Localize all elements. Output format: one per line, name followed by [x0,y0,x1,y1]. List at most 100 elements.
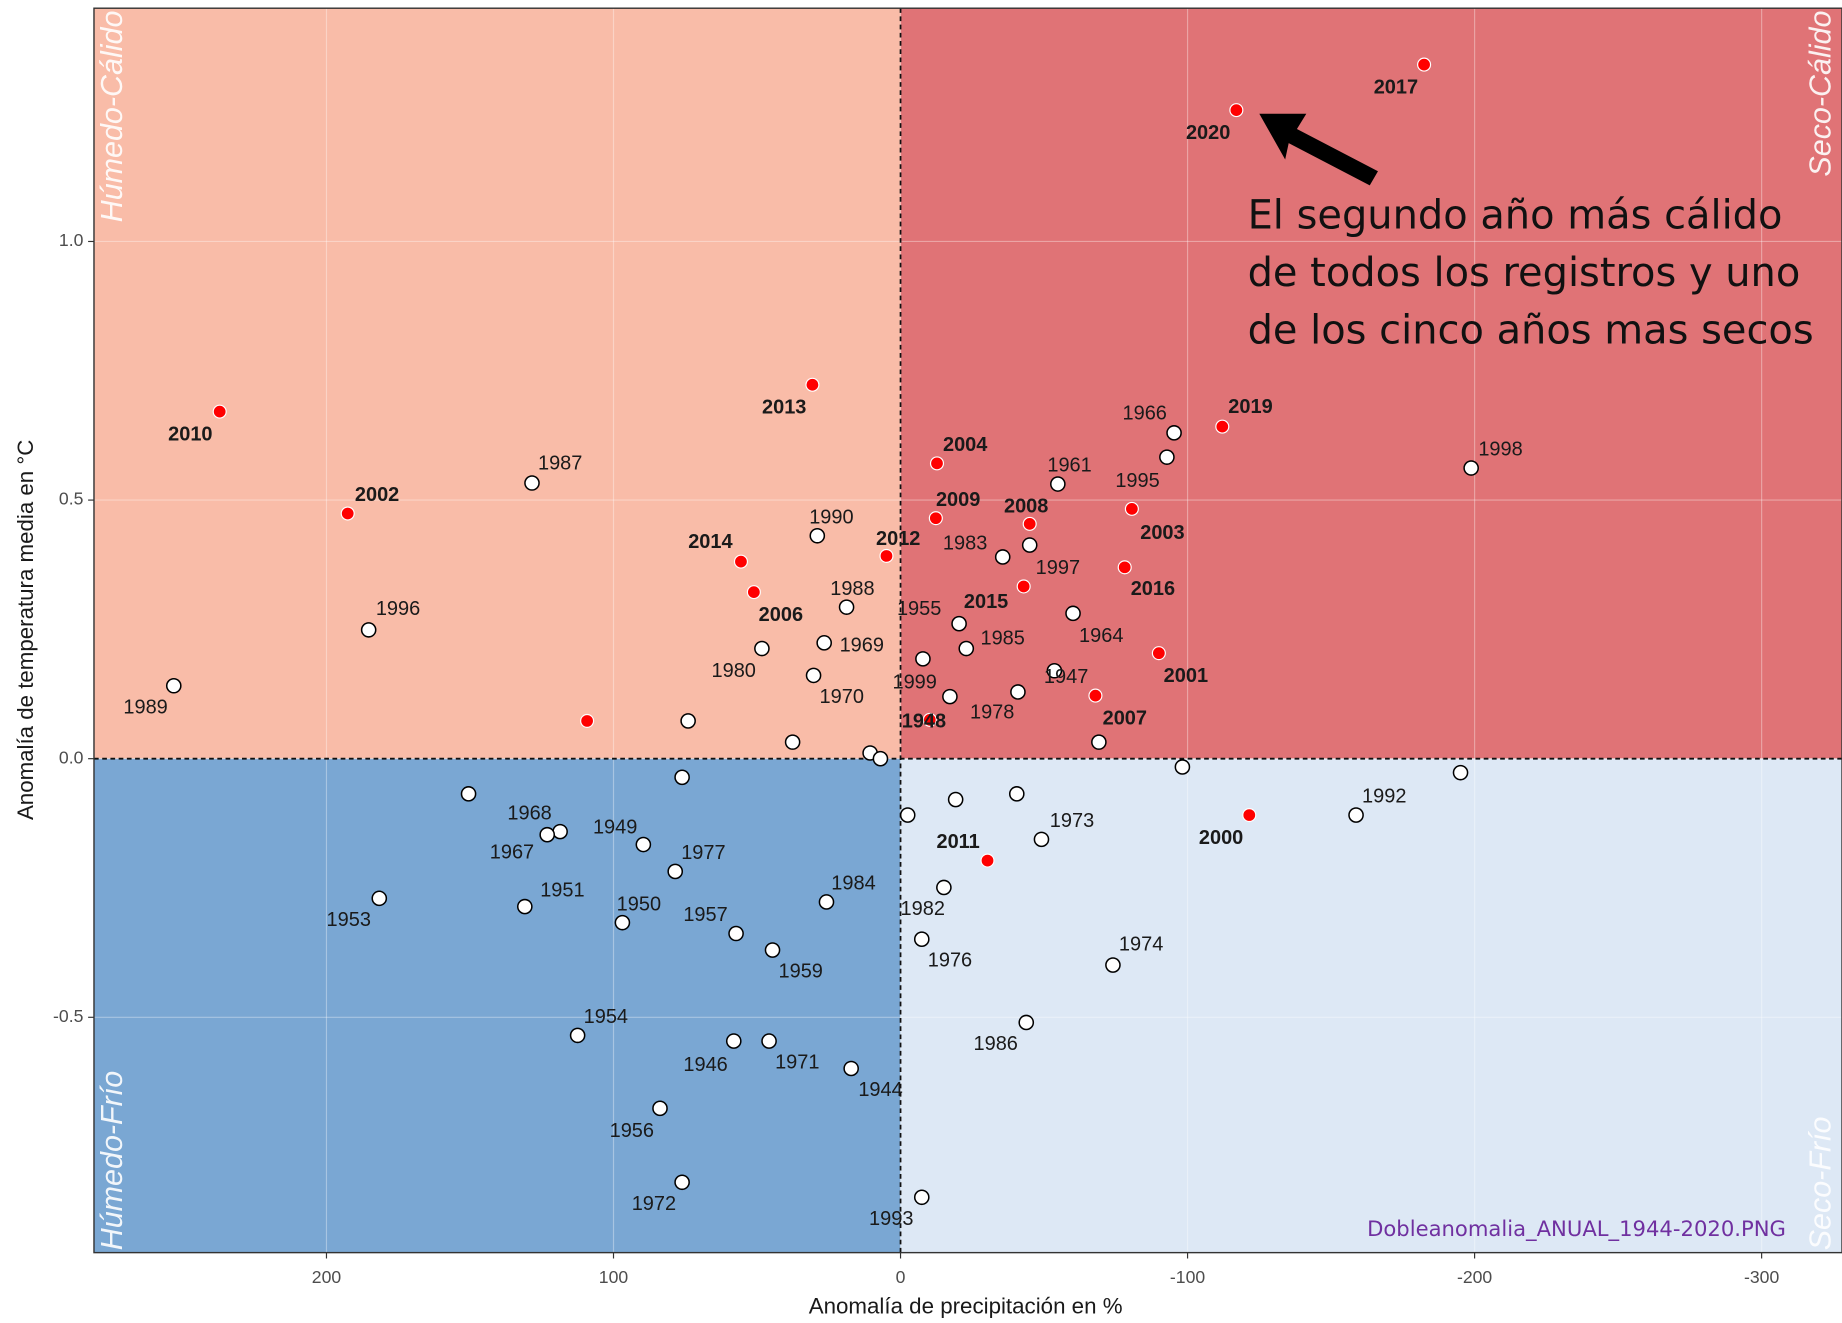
quadrant-label: Húmedo-Cálido [95,11,129,223]
point-label: 1966 [1123,402,1167,424]
zero-lines [93,8,1842,1253]
point [1105,957,1121,973]
point [843,1060,859,1077]
x-tick-label: -100 [1170,1267,1205,1287]
point-label: 2017 [1374,76,1418,98]
point-label: 2014 [688,531,732,553]
point-label: 1997 [1036,557,1080,579]
point-label: 1968 [507,802,551,824]
quadrant-label: Seco-Cálido [1803,11,1837,177]
point-label: 1964 [1079,625,1123,647]
point-label: 1984 [831,873,875,895]
point [805,377,820,392]
point [805,667,822,684]
point [1016,579,1031,594]
point [1417,57,1432,72]
point-label: 2004 [943,434,987,456]
point [1008,786,1025,802]
point [165,677,182,694]
y-tick-label: 0.5 [59,489,84,509]
point [1159,449,1175,465]
point [746,585,761,600]
plot-background [93,8,1842,1253]
point-label: 2009 [936,489,980,511]
y-tick-label: 1.0 [59,230,84,250]
point-label: 1969 [840,635,884,657]
point [1046,662,1063,679]
point-label: 1961 [1047,455,1091,477]
point-label: 1950 [617,893,661,915]
point-label: 2002 [355,484,399,506]
point-label: 1954 [584,1006,628,1028]
point [652,1100,668,1117]
point [1151,646,1166,661]
point [539,826,556,843]
point-label: 1953 [327,909,371,931]
annotation-line: de todos los registros y uno [1248,250,1801,296]
point-label: 1947 [1044,666,1088,688]
y-tick-label: -0.5 [53,1006,84,1026]
point [947,791,964,808]
point [1463,460,1479,476]
point [1117,560,1132,575]
point [958,640,975,657]
point [674,769,690,786]
y-axis-title: Anomalía de temperatura media en °C [13,440,38,820]
quadrant-label: Seco-Frío [1803,1116,1837,1250]
y-tick-label: 0.0 [59,747,84,767]
point-label: 1973 [1050,810,1094,832]
point-label: 1977 [681,842,725,864]
point-label: 1978 [970,701,1014,723]
point-label: 1959 [779,961,823,983]
point [1033,831,1050,848]
point-label: 1982 [901,898,945,920]
point-label: 1951 [540,880,584,902]
point [1242,808,1257,823]
point-label: 2012 [876,528,920,550]
point-label: 2007 [1103,707,1147,729]
point-label: 1949 [593,816,637,838]
point-label: 1974 [1119,933,1163,955]
point-label: 1970 [820,686,864,708]
point [754,640,770,657]
point [340,506,355,521]
point [728,925,744,942]
point-label: 2016 [1131,578,1175,600]
point-label: 1999 [893,672,937,694]
point [1091,734,1107,750]
point-label: 1976 [928,950,972,972]
point-label: 1972 [632,1193,676,1215]
file-name: Dobleanomalia_ANUAL_1944-2020.PNG [1367,1216,1786,1242]
point-label: 2020 [1186,122,1230,144]
point-label: 1992 [1362,786,1406,808]
point-label: 1948 [902,711,946,733]
point-label: 1944 [858,1079,902,1101]
point [635,836,652,853]
point [614,914,631,931]
point [1050,476,1066,492]
point-label: 1986 [974,1033,1018,1055]
point [371,890,388,907]
point [1010,684,1026,700]
point-label: 2015 [964,591,1008,613]
point [915,651,931,667]
point [212,404,227,419]
quadrant [900,8,1842,759]
annotation-line: de los cinco años mas secos [1248,308,1814,354]
point [761,1033,777,1049]
point [674,1174,690,1191]
point [913,931,930,947]
point [936,879,952,896]
point-label: 1983 [943,532,987,554]
point-label: 2001 [1164,665,1208,687]
point-label: 1990 [809,506,853,528]
point-label: 1985 [980,627,1024,649]
point [816,635,832,651]
point [980,853,995,868]
quadrant [900,758,1842,1253]
point-label: 1971 [775,1052,819,1074]
point [879,548,894,563]
quadrant-label: Húmedo-Frío [95,1071,129,1251]
point-label: 1946 [683,1054,727,1076]
